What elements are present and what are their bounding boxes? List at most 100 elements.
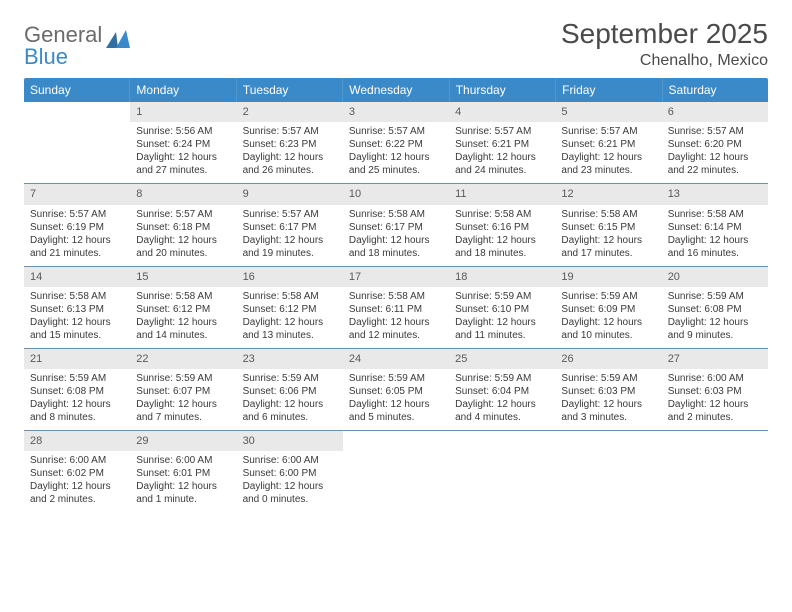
daylight-text: Daylight: 12 hours and 5 minutes. <box>349 398 443 424</box>
calendar-cell: 5Sunrise: 5:57 AMSunset: 6:21 PMDaylight… <box>555 102 661 183</box>
sunset-text: Sunset: 6:19 PM <box>30 221 124 234</box>
day-details: Sunrise: 5:57 AMSunset: 6:22 PMDaylight:… <box>343 122 449 183</box>
day-number: 27 <box>662 349 768 369</box>
calendar-cell: 2Sunrise: 5:57 AMSunset: 6:23 PMDaylight… <box>237 102 343 183</box>
day-details: Sunrise: 5:58 AMSunset: 6:12 PMDaylight:… <box>130 287 236 348</box>
day-number: 15 <box>130 267 236 287</box>
day-number: 2 <box>237 102 343 122</box>
logo: General Blue <box>24 18 134 68</box>
sunset-text: Sunset: 6:17 PM <box>349 221 443 234</box>
day-number: 17 <box>343 267 449 287</box>
calendar-cell: 25Sunrise: 5:59 AMSunset: 6:04 PMDayligh… <box>449 349 555 430</box>
calendar-cell: 6Sunrise: 5:57 AMSunset: 6:20 PMDaylight… <box>662 102 768 183</box>
day-details: Sunrise: 5:57 AMSunset: 6:17 PMDaylight:… <box>237 205 343 266</box>
sunrise-text: Sunrise: 5:59 AM <box>455 372 549 385</box>
day-number: 4 <box>449 102 555 122</box>
sunset-text: Sunset: 6:13 PM <box>30 303 124 316</box>
calendar-cell: 13Sunrise: 5:58 AMSunset: 6:14 PMDayligh… <box>662 184 768 265</box>
daylight-text: Daylight: 12 hours and 26 minutes. <box>243 151 337 177</box>
weekday-header: Wednesday <box>343 78 449 102</box>
sunrise-text: Sunrise: 5:56 AM <box>136 125 230 138</box>
day-number: 12 <box>555 184 661 204</box>
sunset-text: Sunset: 6:18 PM <box>136 221 230 234</box>
sunrise-text: Sunrise: 5:57 AM <box>349 125 443 138</box>
calendar-cell: 7Sunrise: 5:57 AMSunset: 6:19 PMDaylight… <box>24 184 130 265</box>
daylight-text: Daylight: 12 hours and 2 minutes. <box>30 480 124 506</box>
day-details: Sunrise: 6:00 AMSunset: 6:02 PMDaylight:… <box>24 451 130 512</box>
daylight-text: Daylight: 12 hours and 24 minutes. <box>455 151 549 177</box>
calendar-cell: 29Sunrise: 6:00 AMSunset: 6:01 PMDayligh… <box>130 431 236 512</box>
weekday-header: Thursday <box>450 78 556 102</box>
day-number: 11 <box>449 184 555 204</box>
calendar-cell: 15Sunrise: 5:58 AMSunset: 6:12 PMDayligh… <box>130 267 236 348</box>
calendar-cell: 21Sunrise: 5:59 AMSunset: 6:08 PMDayligh… <box>24 349 130 430</box>
day-number: 30 <box>237 431 343 451</box>
day-details: Sunrise: 5:58 AMSunset: 6:15 PMDaylight:… <box>555 205 661 266</box>
calendar-cell: 28Sunrise: 6:00 AMSunset: 6:02 PMDayligh… <box>24 431 130 512</box>
sunrise-text: Sunrise: 5:58 AM <box>30 290 124 303</box>
location: Chenalho, Mexico <box>561 52 768 70</box>
calendar-cell: 8Sunrise: 5:57 AMSunset: 6:18 PMDaylight… <box>130 184 236 265</box>
day-details: Sunrise: 5:59 AMSunset: 6:08 PMDaylight:… <box>24 369 130 430</box>
sunset-text: Sunset: 6:11 PM <box>349 303 443 316</box>
weekday-header: Sunday <box>24 78 130 102</box>
day-number: 3 <box>343 102 449 122</box>
day-details: Sunrise: 5:59 AMSunset: 6:04 PMDaylight:… <box>449 369 555 430</box>
logo-word-2: Blue <box>24 44 68 69</box>
sunset-text: Sunset: 6:12 PM <box>136 303 230 316</box>
sunset-text: Sunset: 6:14 PM <box>668 221 762 234</box>
calendar-cell <box>343 431 449 512</box>
sunrise-text: Sunrise: 5:58 AM <box>561 208 655 221</box>
sunrise-text: Sunrise: 5:57 AM <box>455 125 549 138</box>
calendar-cell: 9Sunrise: 5:57 AMSunset: 6:17 PMDaylight… <box>237 184 343 265</box>
day-number: 22 <box>130 349 236 369</box>
sunset-text: Sunset: 6:24 PM <box>136 138 230 151</box>
title-block: September 2025 Chenalho, Mexico <box>561 18 768 70</box>
calendar-cell <box>449 431 555 512</box>
daylight-text: Daylight: 12 hours and 9 minutes. <box>668 316 762 342</box>
sunrise-text: Sunrise: 5:59 AM <box>561 290 655 303</box>
sunrise-text: Sunrise: 5:57 AM <box>668 125 762 138</box>
day-number: 7 <box>24 184 130 204</box>
sunrise-text: Sunrise: 5:59 AM <box>668 290 762 303</box>
calendar-week: 14Sunrise: 5:58 AMSunset: 6:13 PMDayligh… <box>24 267 768 349</box>
sunset-text: Sunset: 6:17 PM <box>243 221 337 234</box>
day-details: Sunrise: 5:59 AMSunset: 6:07 PMDaylight:… <box>130 369 236 430</box>
sunset-text: Sunset: 6:20 PM <box>668 138 762 151</box>
day-number: 13 <box>662 184 768 204</box>
day-details: Sunrise: 6:00 AMSunset: 6:01 PMDaylight:… <box>130 451 236 512</box>
day-number: 1 <box>130 102 236 122</box>
sunrise-text: Sunrise: 5:58 AM <box>349 290 443 303</box>
daylight-text: Daylight: 12 hours and 6 minutes. <box>243 398 337 424</box>
daylight-text: Daylight: 12 hours and 21 minutes. <box>30 234 124 260</box>
sunrise-text: Sunrise: 5:57 AM <box>243 125 337 138</box>
daylight-text: Daylight: 12 hours and 15 minutes. <box>30 316 124 342</box>
day-details: Sunrise: 5:58 AMSunset: 6:12 PMDaylight:… <box>237 287 343 348</box>
day-number: 18 <box>449 267 555 287</box>
sunrise-text: Sunrise: 5:58 AM <box>455 208 549 221</box>
day-details: Sunrise: 5:56 AMSunset: 6:24 PMDaylight:… <box>130 122 236 183</box>
page-title: September 2025 <box>561 18 768 50</box>
sunset-text: Sunset: 6:16 PM <box>455 221 549 234</box>
daylight-text: Daylight: 12 hours and 18 minutes. <box>455 234 549 260</box>
day-details: Sunrise: 6:00 AMSunset: 6:00 PMDaylight:… <box>237 451 343 512</box>
daylight-text: Daylight: 12 hours and 25 minutes. <box>349 151 443 177</box>
daylight-text: Daylight: 12 hours and 23 minutes. <box>561 151 655 177</box>
sunrise-text: Sunrise: 6:00 AM <box>243 454 337 467</box>
day-details: Sunrise: 5:59 AMSunset: 6:03 PMDaylight:… <box>555 369 661 430</box>
sunset-text: Sunset: 6:15 PM <box>561 221 655 234</box>
calendar-cell: 22Sunrise: 5:59 AMSunset: 6:07 PMDayligh… <box>130 349 236 430</box>
daylight-text: Daylight: 12 hours and 11 minutes. <box>455 316 549 342</box>
day-details: Sunrise: 5:58 AMSunset: 6:11 PMDaylight:… <box>343 287 449 348</box>
day-details: Sunrise: 5:59 AMSunset: 6:08 PMDaylight:… <box>662 287 768 348</box>
day-details: Sunrise: 5:59 AMSunset: 6:05 PMDaylight:… <box>343 369 449 430</box>
sunset-text: Sunset: 6:21 PM <box>561 138 655 151</box>
day-details: Sunrise: 5:59 AMSunset: 6:09 PMDaylight:… <box>555 287 661 348</box>
sunset-text: Sunset: 6:02 PM <box>30 467 124 480</box>
day-details: Sunrise: 5:58 AMSunset: 6:14 PMDaylight:… <box>662 205 768 266</box>
sunrise-text: Sunrise: 5:58 AM <box>243 290 337 303</box>
sunset-text: Sunset: 6:09 PM <box>561 303 655 316</box>
sunset-text: Sunset: 6:08 PM <box>30 385 124 398</box>
sunset-text: Sunset: 6:12 PM <box>243 303 337 316</box>
day-details: Sunrise: 5:59 AMSunset: 6:06 PMDaylight:… <box>237 369 343 430</box>
